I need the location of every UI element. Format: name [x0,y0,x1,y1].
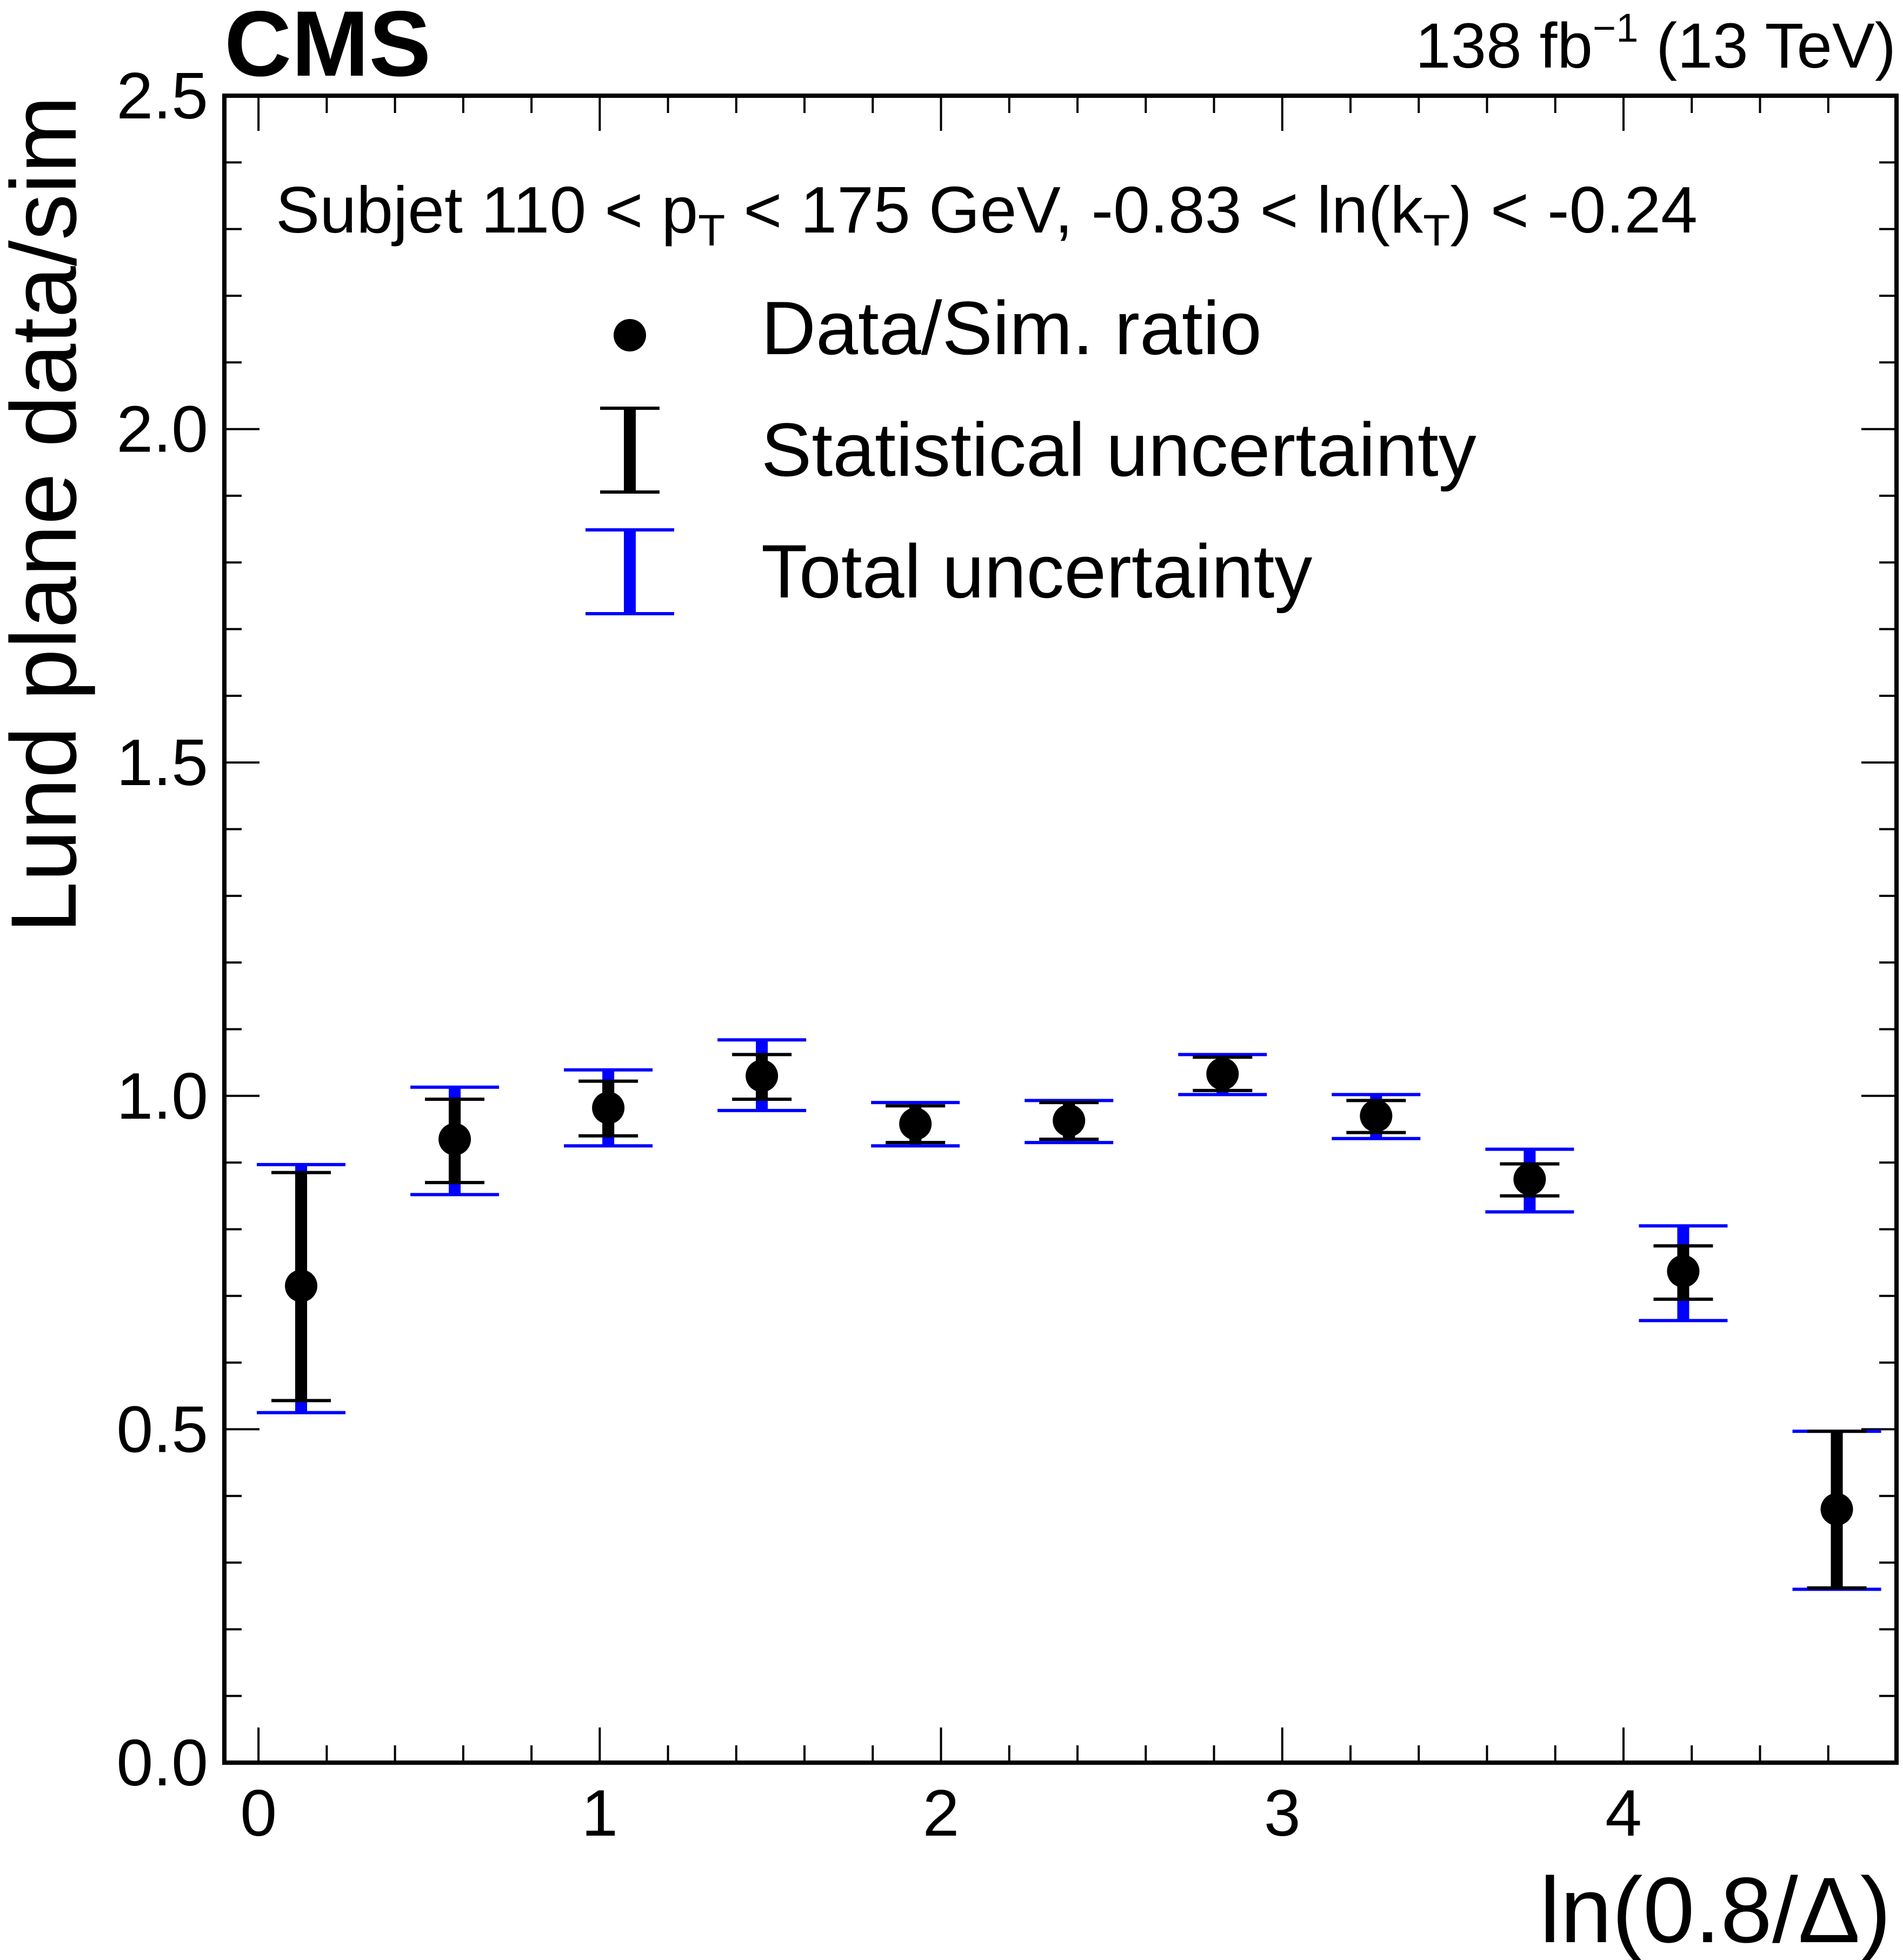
data-point [1178,1053,1267,1097]
x-axis-label: ln(0.8/Δ) [1540,1858,1891,1960]
data-marker [1053,1104,1086,1137]
data-marker [1206,1058,1239,1091]
energy-label: (13 TeV) [1656,10,1896,82]
data-marker [438,1122,471,1155]
data-point [1639,1224,1728,1323]
data-point [410,1085,500,1197]
data-marker [899,1107,932,1140]
legend-label-data: Data/Sim. ratio [761,285,1262,370]
legend-label-stat: Statistical uncertainty [761,407,1476,492]
x-tick-label: 1 [581,1776,618,1850]
y-tick-label: 1.5 [116,726,208,799]
y-tick-label: 1.0 [116,1059,208,1133]
lumi-energy-label: 138 fb−1 (13 TeV) [1415,5,1896,82]
legend-label-total: Total uncertainty [761,529,1312,614]
lumi-exponent: −1 [1593,5,1638,50]
data-point [257,1162,346,1414]
legend: Data/Sim. ratio Statistical uncertainty … [585,285,1476,615]
legend-marker-total [585,528,674,615]
data-point [564,1068,653,1148]
data-marker [746,1059,778,1092]
axis-tick-labels: 0 1 2 3 4 0.0 0.5 1.0 1.5 2.0 2.5 [116,59,1642,1850]
x-tick-label: 0 [240,1776,277,1850]
data-marker [592,1091,625,1124]
data-point [1792,1430,1881,1591]
data-marker [1820,1493,1853,1526]
x-tick-label: 3 [1264,1776,1301,1850]
data-point [1485,1147,1574,1214]
data-marker [285,1270,318,1303]
y-tick-label: 0.5 [116,1392,208,1466]
legend-marker-data [614,319,646,351]
kinematic-selection-label: Subjet 110 < pT < 175 GeV, -0.83 < ln(kT… [276,173,1698,255]
data-point [1024,1099,1114,1145]
data-marker [1360,1099,1393,1132]
experiment-label: CMS [224,0,431,96]
data-points [257,1038,1881,1591]
data-point [717,1038,807,1112]
data-point [1332,1093,1421,1140]
data-marker [1513,1162,1546,1195]
x-tick-label: 4 [1605,1776,1642,1850]
legend-marker-stat [600,407,660,494]
data-point [871,1101,960,1148]
y-tick-label: 0.0 [116,1726,208,1799]
y-tick-label: 2.5 [116,59,208,132]
plot-frame [222,94,1899,1765]
y-tick-label: 2.0 [116,393,208,466]
lumi-value: 138 [1415,10,1522,82]
x-tick-label: 2 [923,1776,960,1850]
axis-ticks [224,95,1897,1764]
y-axis-label: Lund plane data/sim [0,96,96,933]
lumi-unit: fb [1540,10,1593,82]
data-marker [1667,1255,1700,1288]
